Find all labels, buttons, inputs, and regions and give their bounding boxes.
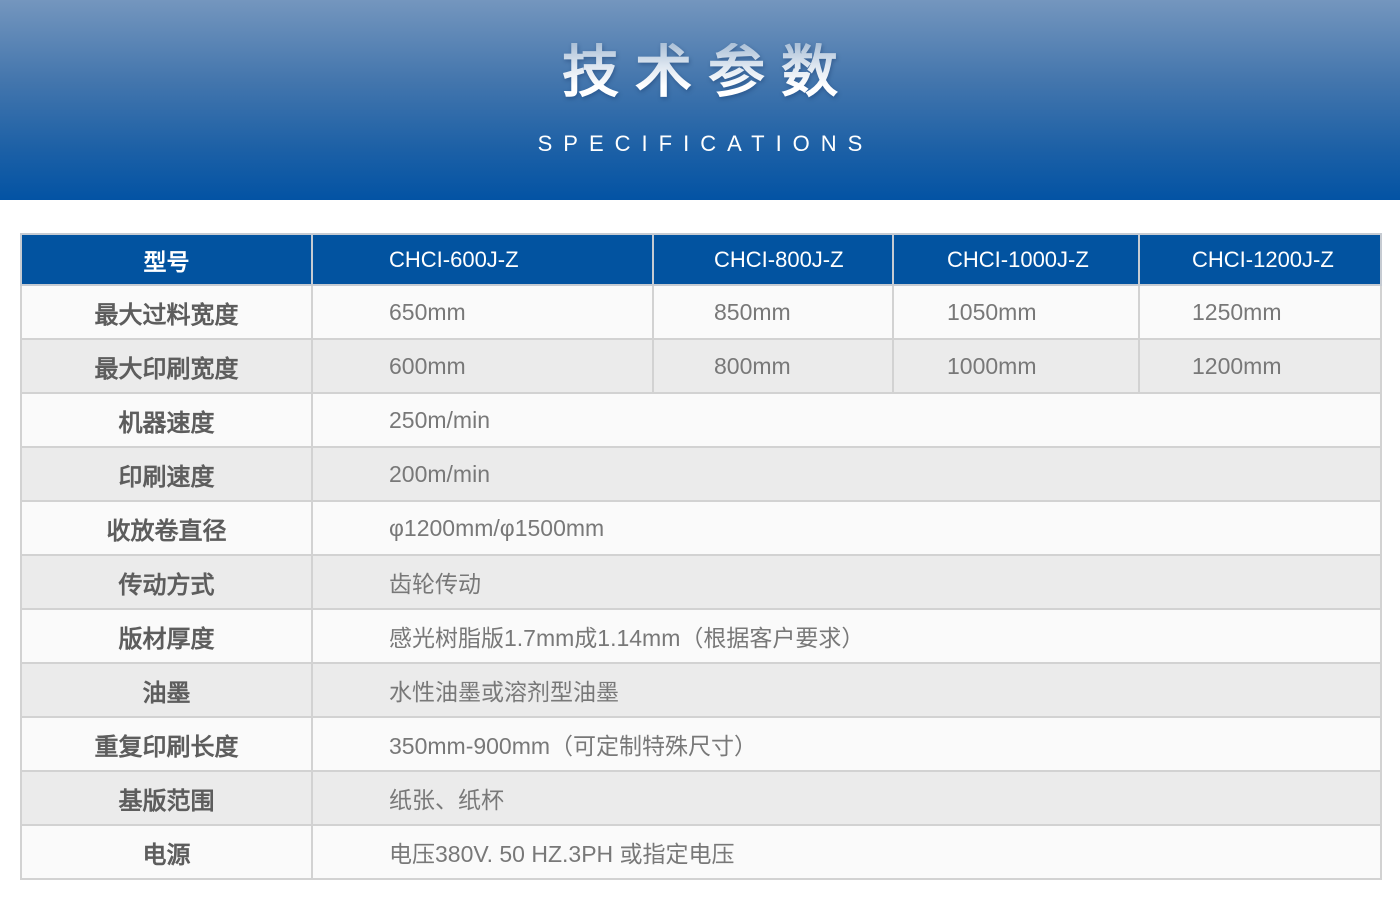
- row-label: 最大印刷宽度: [20, 338, 313, 394]
- table-row: 机器速度 250m/min: [20, 392, 1382, 448]
- row-label: 电源: [20, 824, 313, 880]
- spec-value-cell-span: 250m/min: [311, 392, 1382, 448]
- spec-table: 型号 CHCI-600J-Z CHCI-800J-Z CHCI-1000J-Z …: [20, 233, 1382, 880]
- row-label: 最大过料宽度: [20, 284, 313, 340]
- table-row: 传动方式 齿轮传动: [20, 554, 1382, 610]
- spec-value-cell: 1000mm: [892, 338, 1140, 394]
- row-label: 印刷速度: [20, 446, 313, 502]
- row-label: 版材厚度: [20, 608, 313, 664]
- spec-value-cell: 800mm: [652, 338, 894, 394]
- col-header-chci-600j-z: CHCI-600J-Z: [311, 233, 654, 286]
- col-header-chci-800j-z: CHCI-800J-Z: [652, 233, 894, 286]
- table-row: 版材厚度 感光树脂版1.7mm成1.14mm（根据客户要求）: [20, 608, 1382, 664]
- row-label: 收放卷直径: [20, 500, 313, 556]
- row-label: 油墨: [20, 662, 313, 718]
- spec-table-container: 型号 CHCI-600J-Z CHCI-800J-Z CHCI-1000J-Z …: [20, 233, 1382, 880]
- row-label: 重复印刷长度: [20, 716, 313, 772]
- table-row: 最大印刷宽度 600mm 800mm 1000mm 1200mm: [20, 338, 1382, 394]
- table-row: 最大过料宽度 650mm 850mm 1050mm 1250mm: [20, 284, 1382, 340]
- spec-table-body: 最大过料宽度 650mm 850mm 1050mm 1250mm 最大印刷宽度 600mm 8…: [20, 284, 1382, 880]
- spec-value-cell-span: 纸张、纸杯: [311, 770, 1382, 826]
- table-row: 基版范围 纸张、纸杯: [20, 770, 1382, 826]
- spec-value-cell: 1250mm: [1138, 284, 1382, 340]
- table-row: 油墨 水性油墨或溶剂型油墨: [20, 662, 1382, 718]
- row-label: 基版范围: [20, 770, 313, 826]
- col-header-chci-1000j-z: CHCI-1000J-Z: [892, 233, 1140, 286]
- spec-value-cell: 1050mm: [892, 284, 1140, 340]
- table-row: 收放卷直径 φ1200mm/φ1500mm: [20, 500, 1382, 556]
- page-subtitle: SPECIFICATIONS: [537, 130, 874, 156]
- row-label: 机器速度: [20, 392, 313, 448]
- spec-value-cell: 1200mm: [1138, 338, 1382, 394]
- spec-value-cell-span: 电压380V. 50 HZ.3PH 或指定电压: [311, 824, 1382, 880]
- spec-value-cell-span: 200m/min: [311, 446, 1382, 502]
- spec-value-cell-span: 感光树脂版1.7mm成1.14mm（根据客户要求）: [311, 608, 1382, 664]
- spec-value-cell-span: 齿轮传动: [311, 554, 1382, 610]
- table-header-row: 型号 CHCI-600J-Z CHCI-800J-Z CHCI-1000J-Z …: [20, 233, 1382, 286]
- spec-value-cell: 600mm: [311, 338, 654, 394]
- row-label: 传动方式: [20, 554, 313, 610]
- spec-value-cell-span: φ1200mm/φ1500mm: [311, 500, 1382, 556]
- col-header-model: 型号: [20, 233, 313, 286]
- spec-value-cell-span: 350mm-900mm（可定制特殊尺寸）: [311, 716, 1382, 772]
- table-row: 重复印刷长度 350mm-900mm（可定制特殊尺寸）: [20, 716, 1382, 772]
- spec-value-cell: 650mm: [311, 284, 654, 340]
- specs-banner: 技术参数 SPECIFICATIONS: [0, 0, 1400, 200]
- table-row: 电源 电压380V. 50 HZ.3PH 或指定电压: [20, 824, 1382, 880]
- spec-value-cell: 850mm: [652, 284, 894, 340]
- page-title: 技术参数: [562, 40, 854, 105]
- table-row: 印刷速度 200m/min: [20, 446, 1382, 502]
- col-header-chci-1200j-z: CHCI-1200J-Z: [1138, 233, 1382, 286]
- spec-value-cell-span: 水性油墨或溶剂型油墨: [311, 662, 1382, 718]
